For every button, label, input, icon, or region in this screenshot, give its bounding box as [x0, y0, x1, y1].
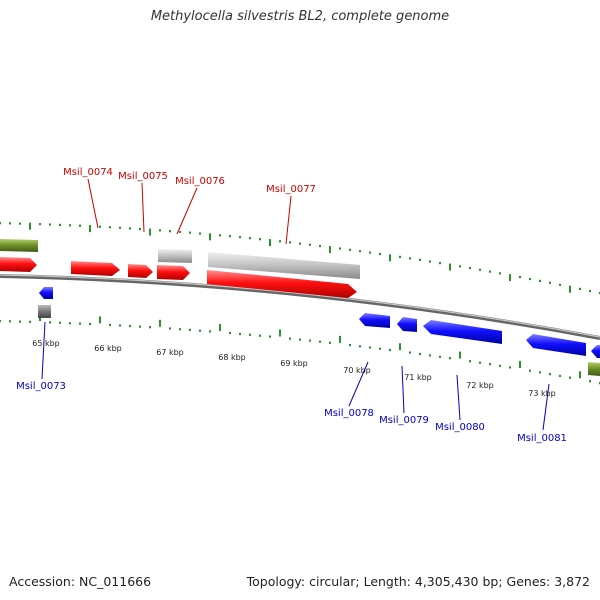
rna-gene-olive[interactable]	[0, 239, 38, 252]
accession-text: Accession: NC_011666	[9, 574, 152, 589]
leader-line-msil-0077	[285, 195, 292, 245]
gene-arrow-msil-0081[interactable]	[526, 334, 586, 356]
gene-label-msil-0079[interactable]: Msil_0079	[379, 415, 429, 426]
gene-arrow-msil-0078[interactable]	[359, 313, 390, 328]
gene-label-msil-0080[interactable]: Msil_0080	[435, 422, 485, 433]
scale-label: 65 kbp	[32, 339, 60, 348]
pseudo-gene-small[interactable]	[38, 305, 51, 318]
leader-line-msil-0080	[456, 374, 461, 421]
leader-line-msil-0074	[87, 178, 99, 229]
gene-arrow-msil-0073[interactable]	[39, 287, 53, 299]
genome-backbone	[0, 274, 600, 340]
gene-arrow-msil-0080[interactable]	[423, 320, 502, 344]
lower-tick-track	[0, 314, 600, 385]
gene-arrow-msil-0079[interactable]	[397, 317, 417, 332]
upper-tick-track	[0, 222, 600, 295]
scale-label: 67 kbp	[156, 348, 184, 357]
leader-line-msil-0079	[401, 365, 405, 414]
pseudo-gene-msil-0076[interactable]	[158, 249, 192, 263]
scale-label: 71 kbp	[404, 373, 432, 382]
gene-label-msil-0081[interactable]: Msil_0081	[517, 433, 567, 444]
gene-label-msil-0076[interactable]: Msil_0076	[175, 176, 225, 187]
forward-gene-arrow[interactable]	[0, 257, 37, 272]
rna-gene-olive-right[interactable]	[588, 362, 600, 376]
reverse-gene-arrow-edge[interactable]	[591, 345, 600, 358]
genome-backbone-highlight	[0, 274, 600, 338]
gene-label-msil-0077[interactable]: Msil_0077	[266, 184, 316, 195]
genome-summary-text: Topology: circular; Length: 4,305,430 bp…	[246, 574, 590, 589]
scale-labels: 65 kbp 66 kbp 67 kbp 68 kbp 69 kbp 70 kb…	[32, 339, 556, 398]
forward-gene-labels: Msil_0074 Msil_0075 Msil_0076 Msil_0077	[63, 167, 316, 245]
gene-arrow-msil-0076[interactable]	[157, 265, 190, 280]
scale-label: 70 kbp	[343, 366, 371, 375]
leader-line-msil-0078	[348, 361, 369, 407]
leader-line-msil-0076	[176, 187, 198, 235]
scale-label: 72 kbp	[466, 381, 494, 390]
genome-title: Methylocella silvestris BL2, complete ge…	[150, 9, 450, 24]
gene-label-msil-0073[interactable]: Msil_0073	[16, 381, 66, 392]
scale-label: 66 kbp	[94, 344, 122, 353]
gene-label-msil-0074[interactable]: Msil_0074	[63, 167, 113, 178]
scale-label: 68 kbp	[218, 353, 246, 362]
leader-line-msil-0075	[141, 182, 145, 233]
gene-label-msil-0078[interactable]: Msil_0078	[324, 408, 374, 419]
leader-line-msil-0081	[542, 383, 550, 431]
reverse-strand-genes	[38, 287, 600, 376]
gene-arrow-msil-0075[interactable]	[128, 264, 153, 278]
reverse-gene-labels: Msil_0073 Msil_0078 Msil_0079 Msil_0080 …	[16, 321, 567, 444]
gene-arrow-msil-0074[interactable]	[71, 261, 120, 276]
gene-label-msil-0075[interactable]: Msil_0075	[118, 171, 168, 182]
forward-strand-genes	[0, 239, 360, 298]
gene-arrow-msil-0077[interactable]	[207, 270, 357, 298]
scale-label: 69 kbp	[280, 359, 308, 368]
leader-line-msil-0073	[41, 321, 46, 380]
scale-label: 73 kbp	[528, 389, 556, 398]
pseudo-gene-msil-0077[interactable]	[208, 252, 360, 279]
